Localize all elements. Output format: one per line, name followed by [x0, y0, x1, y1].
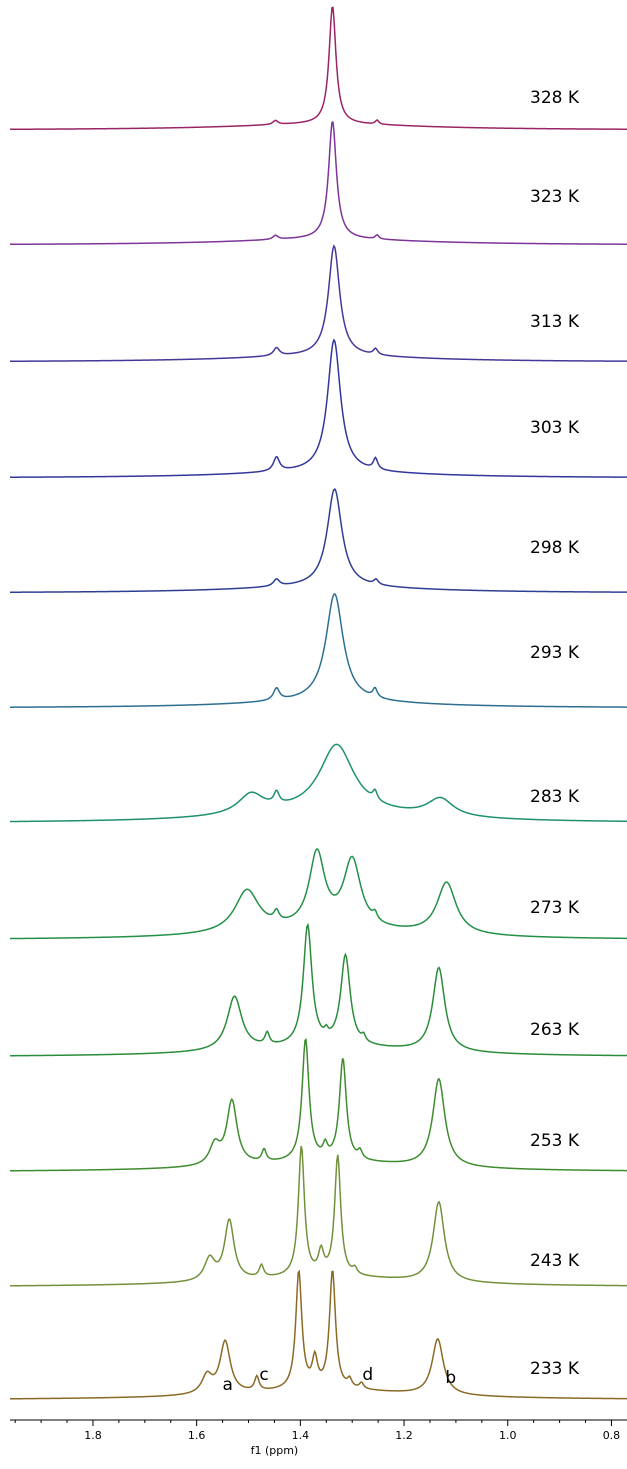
- spectrum-line: [10, 121, 627, 246]
- x-tick-label: 1.0: [499, 1429, 517, 1442]
- spectrum-253k: 253 K: [9, 1038, 627, 1172]
- x-tick-label: 0.8: [603, 1429, 621, 1442]
- temperature-label: 323 K: [530, 187, 580, 207]
- spectrum-line: [10, 1145, 627, 1287]
- temperature-label: 243 K: [530, 1251, 580, 1271]
- spectrum-line: [10, 743, 627, 823]
- temperature-label: 298 K: [530, 538, 580, 558]
- spectrum-273k: 273 K: [9, 848, 627, 940]
- x-tick-label: 1.8: [84, 1429, 102, 1442]
- spectrum-line: [10, 6, 627, 131]
- spectrum-line: [9, 488, 627, 593]
- x-axis-ticks: 1.8 1.6 1.4 1.2 1.0 0.8: [14, 1420, 621, 1442]
- spectrum-293k: 293 K: [9, 593, 627, 708]
- spectrum-line: [10, 244, 627, 363]
- spectrum-328k: 328 K: [10, 6, 627, 131]
- x-axis: 1.8 1.6 1.4 1.2 1.0 0.8 f1 (ppm): [10, 1419, 627, 1457]
- temperature-label: 283 K: [530, 787, 580, 807]
- spectrum-line: [9, 1269, 627, 1400]
- x-axis-title: f1 (ppm): [251, 1444, 299, 1457]
- peak-label-b: b: [445, 1368, 456, 1388]
- x-tick-label: 1.4: [292, 1429, 310, 1442]
- spectrum-298k: 298 K: [9, 488, 627, 593]
- spectrum-line: [9, 848, 627, 940]
- spectrum-263k: 263 K: [10, 922, 627, 1057]
- spectrum-line: [10, 922, 627, 1057]
- temperature-label: 303 K: [530, 418, 580, 438]
- temperature-label: 313 K: [530, 312, 580, 332]
- spectrum-283k: 283 K: [10, 743, 627, 823]
- spectrum-line: [10, 338, 627, 478]
- peak-label-c: c: [259, 1365, 268, 1385]
- temperature-label: 328 K: [530, 88, 580, 108]
- temperature-label: 253 K: [530, 1131, 580, 1151]
- temperature-label: 293 K: [530, 643, 580, 663]
- spectrum-303k: 303 K: [10, 338, 627, 478]
- spectrum-line: [9, 593, 627, 708]
- peak-label-a: a: [223, 1375, 233, 1395]
- temperature-label: 273 K: [530, 898, 580, 918]
- spectra-series-group: 328 K 323 K 313 K 303 K 298 K 293 K 283 K 273 K…: [9, 6, 627, 1400]
- spectrum-line: [9, 1038, 627, 1172]
- x-tick-label: 1.6: [188, 1429, 206, 1442]
- peak-label-d: d: [362, 1365, 373, 1385]
- spectrum-243k: 243 K: [10, 1145, 627, 1287]
- spectrum-323k: 323 K: [10, 121, 627, 246]
- temperature-label: 263 K: [530, 1020, 580, 1040]
- spectrum-313k: 313 K: [10, 244, 627, 363]
- spectrum-233k: 233 K: [9, 1269, 627, 1400]
- temperature-label: 233 K: [530, 1359, 580, 1379]
- x-tick-label: 1.2: [395, 1429, 413, 1442]
